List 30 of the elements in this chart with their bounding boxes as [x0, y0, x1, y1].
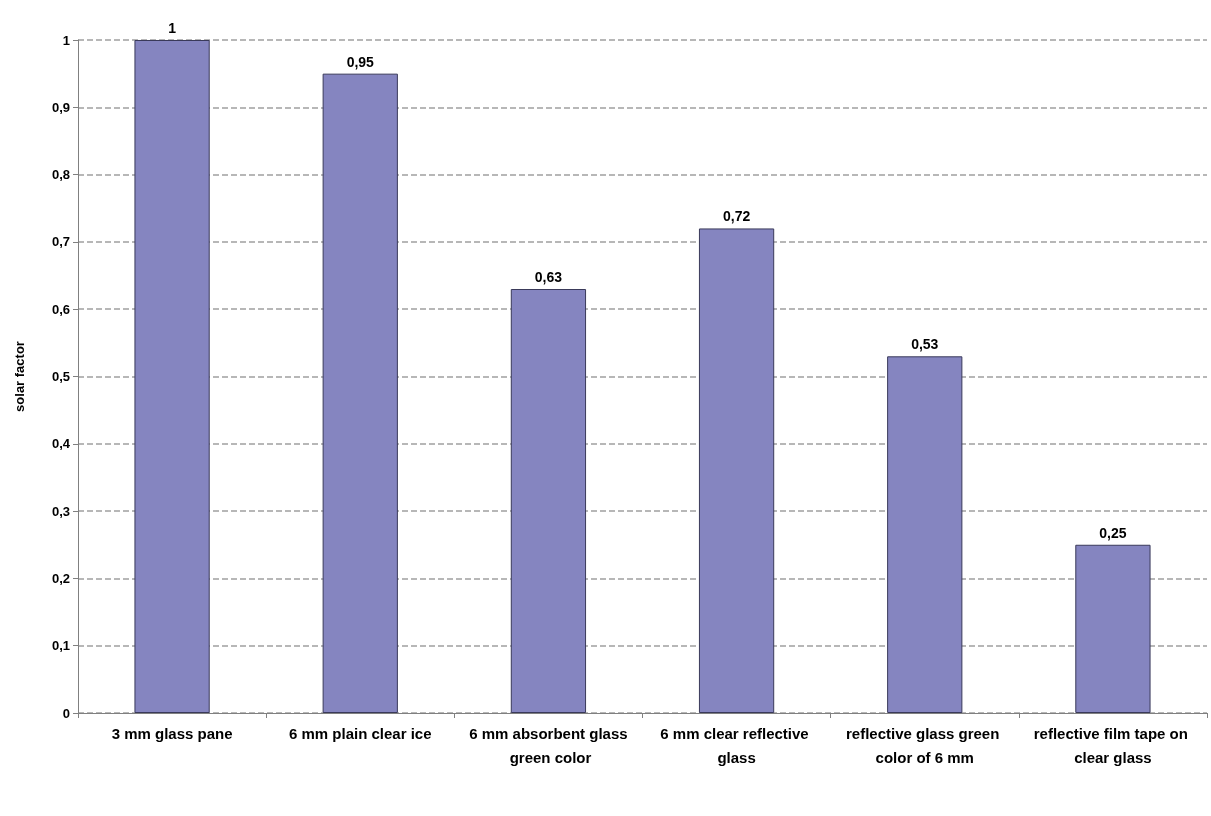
- y-tick-label: 0,7: [51, 234, 70, 250]
- y-tick-label: 0,9: [51, 99, 70, 115]
- data-label: 0,63: [534, 269, 563, 286]
- y-tick-label: 1: [62, 32, 70, 48]
- y-tick-label: 0,6: [51, 301, 70, 317]
- y-tick-label: 0,1: [51, 638, 70, 654]
- data-label: 0,95: [346, 53, 375, 70]
- data-label: 0,25: [1099, 524, 1127, 541]
- y-tick-label: 0,4: [51, 436, 71, 452]
- bar: [1075, 544, 1151, 713]
- bar: [510, 289, 587, 713]
- bar: [322, 73, 398, 713]
- bar: [698, 228, 775, 713]
- bar: [887, 356, 963, 713]
- x-tick-label: 6 mm absorbent glass green color: [469, 724, 628, 766]
- x-tick-label: 6 mm plain clear ice: [288, 724, 432, 742]
- y-tick-label: 0,2: [51, 570, 70, 586]
- x-tick-label: 3 mm glass pane: [111, 724, 233, 742]
- data-label: 0,72: [722, 208, 751, 225]
- x-tick-label: 6 mm clear reflective glass: [660, 724, 813, 766]
- y-tick-label: 0,8: [51, 167, 70, 183]
- y-tick-label: 0,3: [51, 503, 70, 519]
- y-tick-label: 0,5: [51, 369, 70, 384]
- data-label: 1: [168, 20, 177, 36]
- x-tick-label: reflective film tape on clear glass: [1033, 724, 1193, 766]
- data-label: 0,53: [911, 336, 939, 353]
- y-tick-label: 0: [62, 705, 70, 721]
- y-axis-title: solar factor: [12, 341, 27, 412]
- x-tick-label: reflective glass green color of 6 mm: [845, 724, 1004, 766]
- bar: [134, 40, 210, 713]
